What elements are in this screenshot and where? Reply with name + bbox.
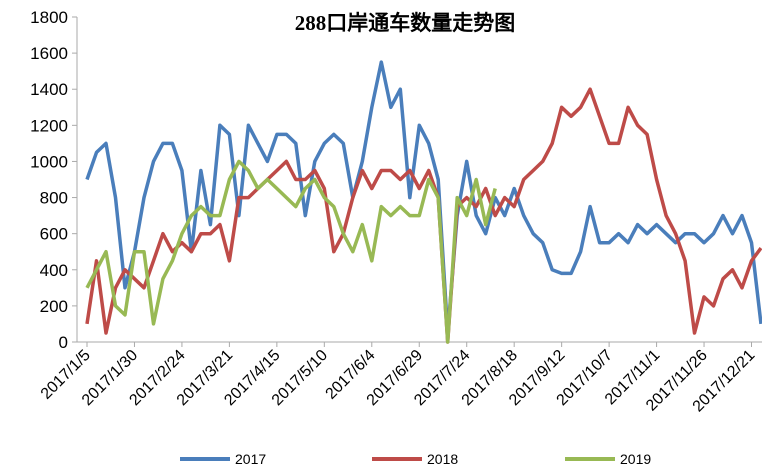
y-tick-label: 1800 bbox=[30, 8, 68, 27]
legend-label: 2019 bbox=[620, 451, 651, 467]
y-tick-label: 1200 bbox=[30, 116, 68, 135]
legend-label: 2017 bbox=[235, 451, 266, 467]
y-tick-label: 1600 bbox=[30, 44, 68, 63]
series-line bbox=[85, 159, 497, 344]
y-tick-label: 600 bbox=[40, 225, 68, 244]
legend-label: 2018 bbox=[427, 451, 458, 467]
series-line bbox=[85, 87, 762, 344]
y-tick-label: 0 bbox=[59, 333, 68, 352]
y-tick-label: 1000 bbox=[30, 152, 68, 171]
y-tick-label: 400 bbox=[40, 261, 68, 280]
series-line bbox=[85, 60, 762, 335]
y-tick-label: 1400 bbox=[30, 80, 68, 99]
chart-title: 288口岸通车数量走势图 bbox=[295, 11, 516, 35]
y-tick-label: 200 bbox=[40, 297, 68, 316]
y-tick-label: 800 bbox=[40, 189, 68, 208]
